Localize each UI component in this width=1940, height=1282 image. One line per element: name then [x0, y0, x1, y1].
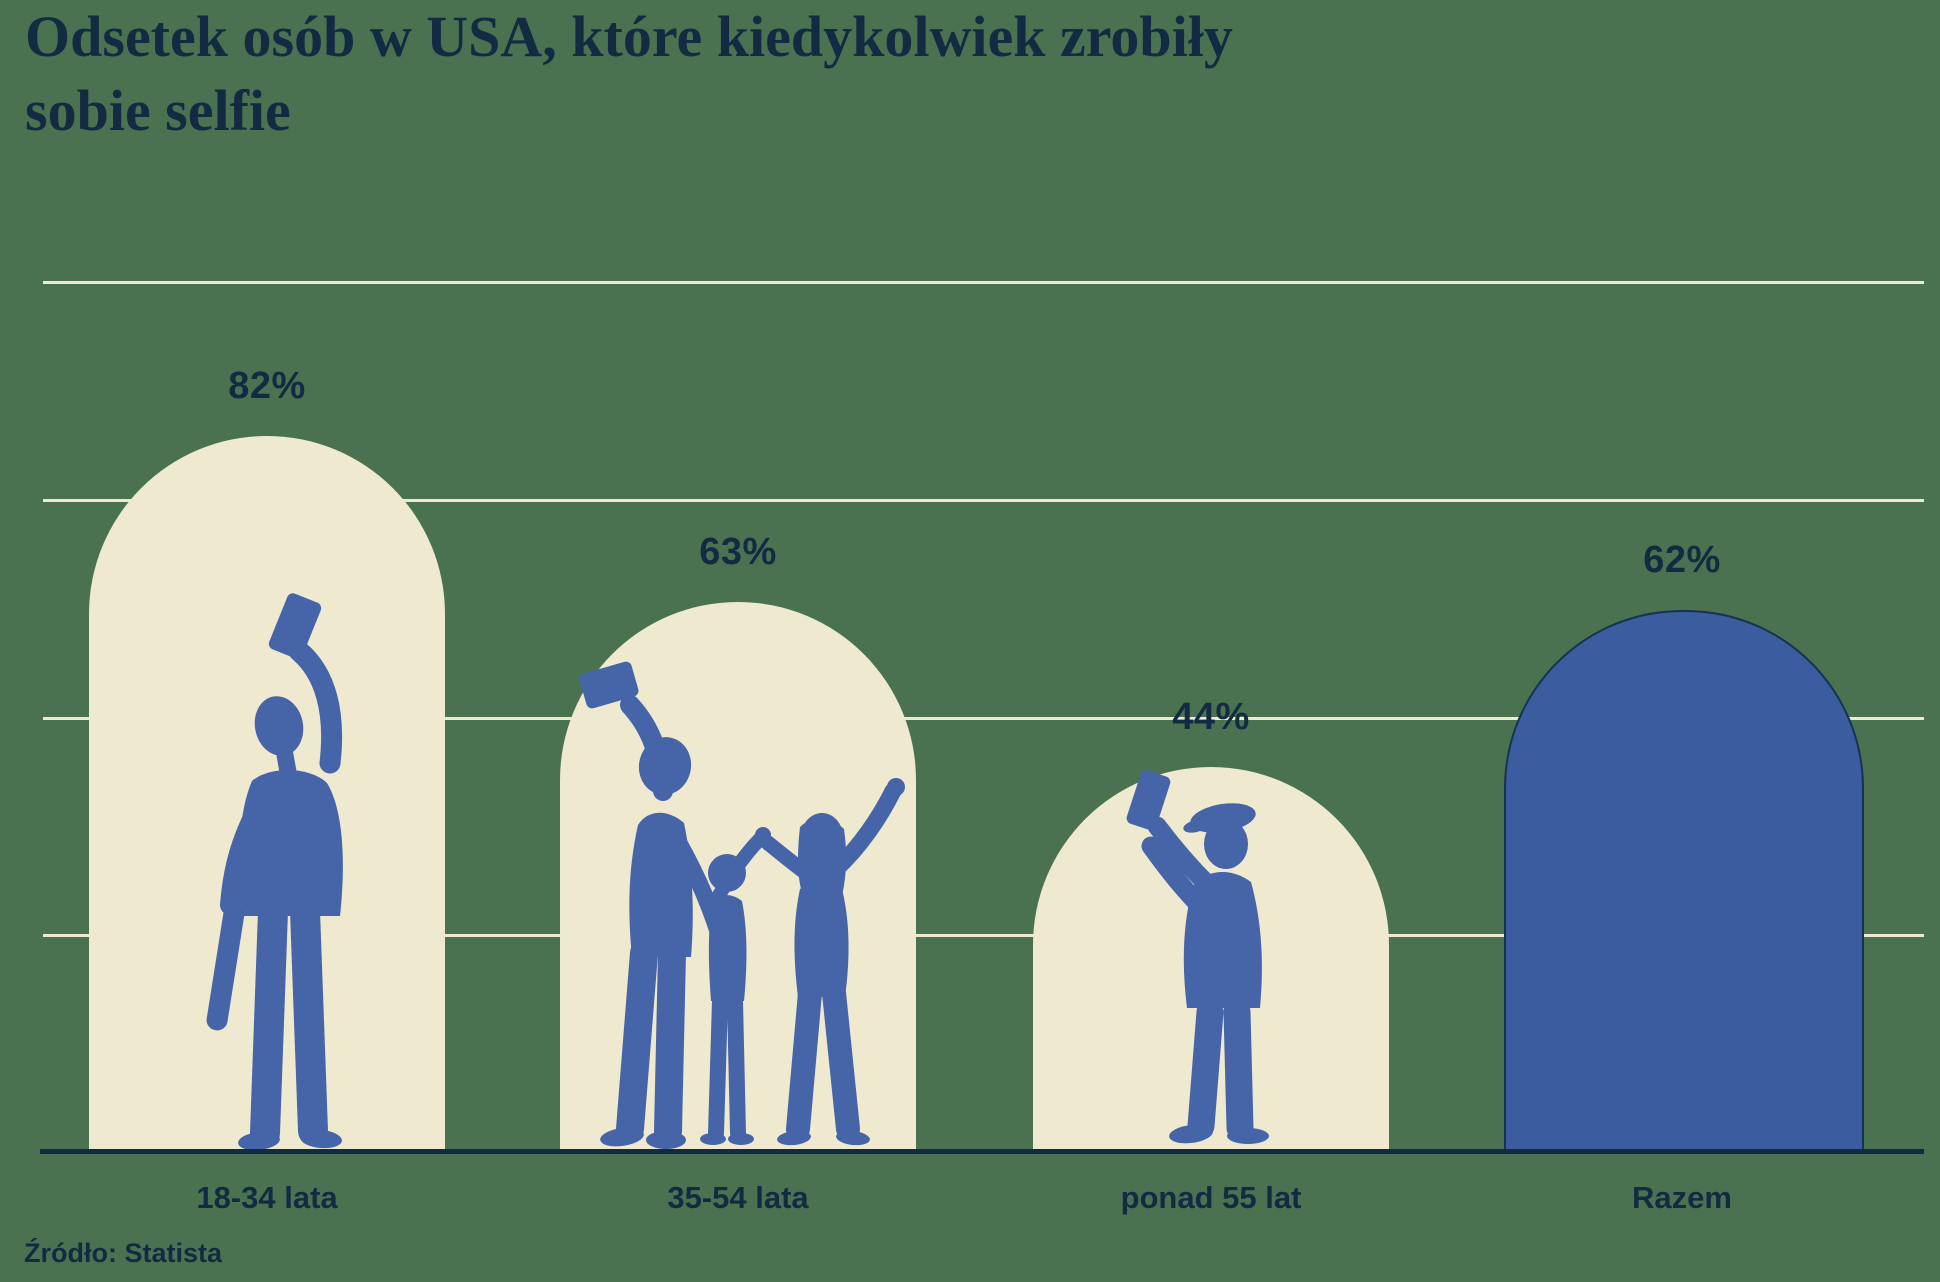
- family-selfie-silhouette-icon: [579, 661, 905, 1149]
- older-man-selfie-silhouette-icon: [1126, 770, 1269, 1144]
- value-label: 62%: [1643, 539, 1721, 581]
- value-label: 82%: [228, 365, 306, 407]
- value-label: 63%: [699, 531, 777, 573]
- category-label: ponad 55 lat: [1120, 1180, 1302, 1215]
- page-title-line2: sobie selfie: [25, 78, 291, 143]
- value-label: 44%: [1172, 696, 1250, 738]
- young-man-selfie-silhouette-icon: [206, 593, 343, 1151]
- bar-arch: [1504, 610, 1864, 1153]
- category-label: Razem: [1632, 1180, 1732, 1215]
- page-title-line1: Odsetek osób w USA, które kiedykolwiek z…: [25, 4, 1233, 69]
- x-axis-baseline: [40, 1149, 1924, 1154]
- gridline-100pct: [43, 281, 1924, 284]
- gridline-50pct: [43, 717, 1924, 720]
- gridline-75pct: [43, 499, 1924, 502]
- source-note: Źródło: Statista: [24, 1238, 223, 1268]
- gridline-25pct: [43, 934, 1924, 937]
- page-title: Odsetek osób w USA, które kiedykolwiek z…: [25, 0, 1233, 148]
- category-label: 18-34 lata: [196, 1180, 338, 1215]
- category-label: 35-54 lata: [667, 1180, 809, 1215]
